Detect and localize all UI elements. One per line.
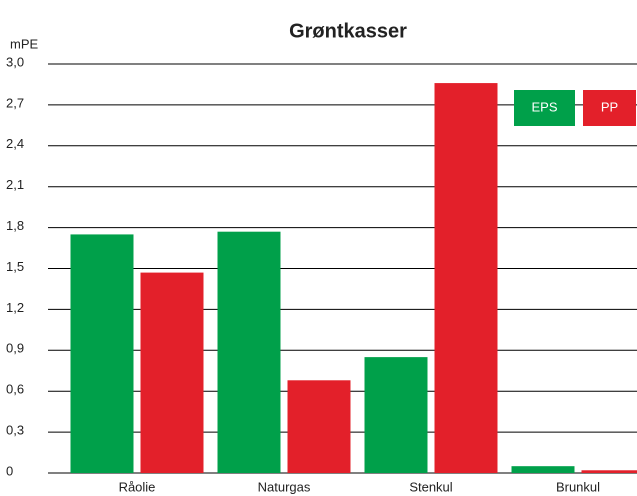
y-tick-label: 1,2 bbox=[6, 300, 24, 315]
legend-swatch bbox=[583, 90, 636, 126]
y-tick-label: 2,1 bbox=[6, 177, 24, 192]
x-tick-label: Brunkul bbox=[556, 479, 600, 494]
y-axis-label: mPE bbox=[10, 36, 39, 51]
y-tick-label: 0,3 bbox=[6, 423, 24, 438]
y-tick-label: 0 bbox=[6, 463, 13, 478]
x-tick-label: Råolie bbox=[119, 479, 156, 494]
chart-title: Grøntkasser bbox=[289, 20, 407, 42]
y-tick-label: 2,4 bbox=[6, 136, 24, 151]
bar bbox=[511, 466, 575, 473]
bar bbox=[364, 357, 428, 473]
bar bbox=[581, 470, 637, 473]
legend-label: PP bbox=[601, 99, 618, 114]
bar bbox=[434, 83, 498, 473]
legend-swatch bbox=[514, 90, 575, 126]
bar bbox=[217, 231, 281, 473]
y-tick-label: 1,5 bbox=[6, 259, 24, 274]
y-tick-label: 0,9 bbox=[6, 341, 24, 356]
x-tick-label: Naturgas bbox=[258, 479, 311, 494]
bar bbox=[287, 380, 351, 473]
y-tick-label: 2,7 bbox=[6, 95, 24, 110]
y-tick-label: 0,6 bbox=[6, 382, 24, 397]
bar bbox=[70, 234, 134, 473]
legend-label: EPS bbox=[531, 99, 557, 114]
bar bbox=[140, 272, 204, 473]
x-tick-label: Stenkul bbox=[409, 479, 452, 494]
y-tick-label: 3,0 bbox=[6, 54, 24, 69]
y-tick-label: 1,8 bbox=[6, 218, 24, 233]
